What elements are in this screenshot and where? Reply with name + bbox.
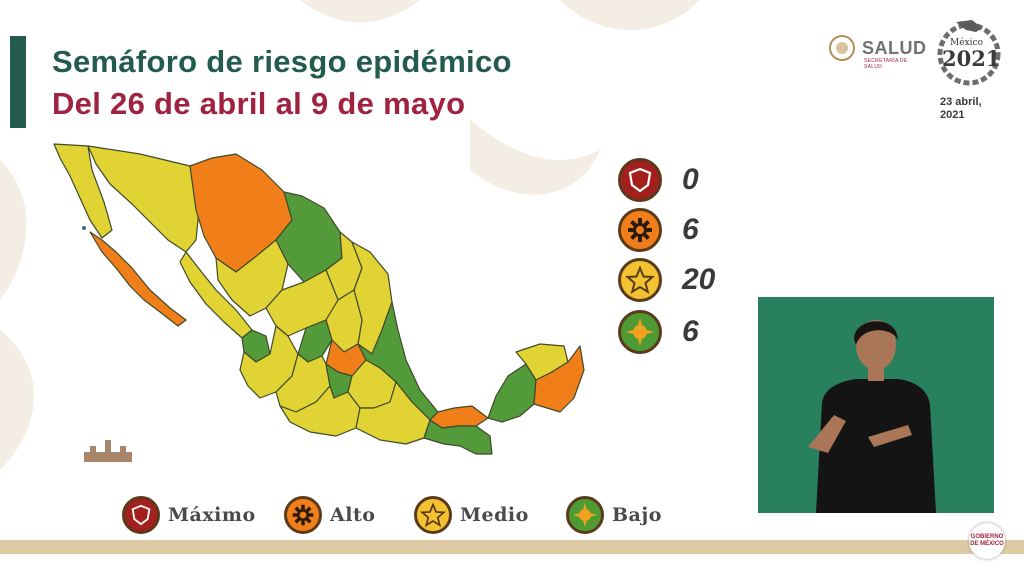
count-alto: 6 bbox=[682, 213, 699, 246]
legend-label-maximo: Máximo bbox=[168, 504, 256, 526]
salud-logo: SALUD SECRETARÍA DE SALUD bbox=[828, 34, 927, 70]
serpent-icon bbox=[937, 20, 1001, 86]
state-sonora bbox=[87, 145, 201, 253]
mexico-2021-logo-year: 2021 bbox=[942, 46, 1001, 71]
gear-icon bbox=[284, 496, 322, 534]
state-tabasco bbox=[429, 405, 489, 429]
mexico-risk-map bbox=[53, 143, 585, 455]
sun-icon bbox=[566, 496, 604, 534]
gear-icon bbox=[618, 208, 662, 252]
star-icon bbox=[414, 496, 452, 534]
shield-icon bbox=[618, 158, 662, 202]
shield-icon bbox=[122, 496, 160, 534]
legend-label-medio: Medio bbox=[460, 504, 529, 526]
footer-strip bbox=[0, 540, 1024, 554]
gobierno-de-mexico-logo-text: GOBIERNO DE MÉXICO bbox=[970, 534, 1004, 547]
eagle-seal-icon bbox=[829, 35, 855, 61]
count-bajo: 6 bbox=[682, 315, 699, 348]
state-oaxaca bbox=[355, 381, 431, 445]
sign-language-video bbox=[758, 297, 994, 513]
date-range-subtitle: Del 26 de abril al 9 de mayo bbox=[52, 86, 466, 121]
star-icon bbox=[618, 258, 662, 302]
interpreter-figure bbox=[758, 297, 994, 513]
legend-label-alto: Alto bbox=[330, 504, 376, 526]
legend-bajo: 6 bbox=[618, 310, 699, 354]
salud-logo-subtext: SECRETARÍA DE SALUD bbox=[864, 58, 908, 70]
state-quintana-roo bbox=[533, 345, 585, 413]
legend-label-bajo: Bajo bbox=[612, 504, 662, 526]
gobierno-de-mexico-logo: GOBIERNO DE MÉXICO bbox=[969, 523, 1005, 559]
legend-medio: 20 bbox=[618, 258, 715, 302]
state-chiapas bbox=[423, 419, 493, 455]
legend-alto: 6 bbox=[618, 208, 699, 252]
bottom-legend-alto: Alto bbox=[284, 496, 375, 534]
count-maximo: 0 bbox=[682, 163, 699, 196]
state-campeche bbox=[487, 363, 537, 423]
salud-logo-text: SALUD bbox=[862, 37, 927, 58]
bottom-legend-maximo: Máximo bbox=[122, 496, 256, 534]
mexico-2021-logo: México 2021 bbox=[936, 16, 1002, 86]
palacio-nacional-icon bbox=[84, 440, 132, 462]
title-accent-bar bbox=[10, 36, 26, 128]
state-baja-california bbox=[53, 143, 113, 239]
page-title: Semáforo de riesgo epidémico bbox=[52, 44, 512, 79]
presentation-date: 23 abril, 2021 bbox=[940, 96, 982, 121]
island bbox=[82, 226, 86, 230]
bottom-legend-medio: Medio bbox=[414, 496, 529, 534]
legend-maximo: 0 bbox=[618, 158, 699, 202]
sun-icon bbox=[618, 310, 662, 354]
mexico-2021-logo-top: México bbox=[950, 38, 983, 48]
count-medio: 20 bbox=[682, 263, 716, 296]
state-baja-california-sur bbox=[89, 231, 187, 327]
bottom-legend-bajo: Bajo bbox=[566, 496, 662, 534]
